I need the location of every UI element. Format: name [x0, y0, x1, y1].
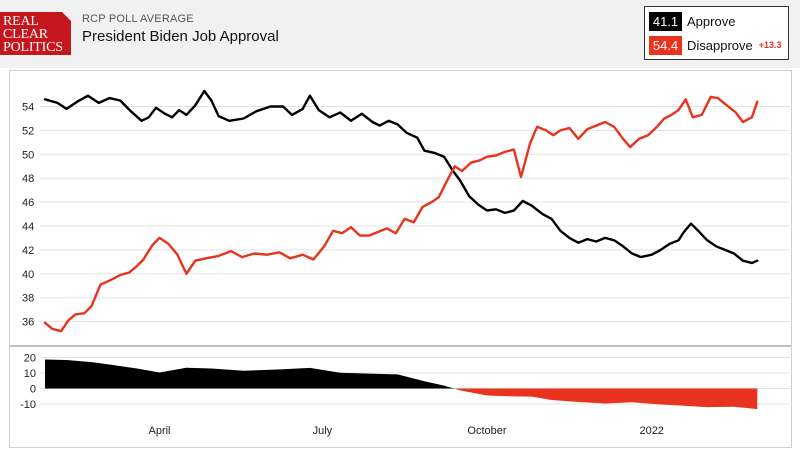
y-tick-label: 38 [22, 293, 34, 305]
x-tick-label: October [467, 425, 506, 437]
y-tick-label: 52 [22, 125, 34, 137]
y-tick-label: 46 [22, 197, 34, 209]
rcp-logo[interactable]: REAL CLEAR POLITICS [0, 12, 71, 55]
x-tick-label: 2022 [639, 425, 663, 437]
legend-approve[interactable]: 41.1 Approve [649, 11, 735, 31]
y-tick-label: 54 [22, 102, 34, 114]
x-tick-label: July [313, 425, 333, 437]
y-tick-label: 48 [22, 173, 34, 185]
page-title: President Biden Job Approval [82, 28, 279, 45]
x-tick-label: April [148, 425, 170, 437]
spread-area-approve [45, 359, 454, 389]
disapprove-value-badge: 54.4 [649, 35, 682, 55]
logo-corner-notch [62, 12, 71, 21]
y-tick-label: 36 [22, 317, 34, 329]
spread-area-disapprove [454, 388, 758, 410]
spread-y-tick-label: -10 [20, 399, 36, 411]
logo-line-3: POLITICS [3, 40, 63, 55]
spread-y-tick-label: 10 [24, 368, 36, 380]
disapprove-label: Disapprove [687, 37, 753, 53]
logo-line-2: CLEAR [3, 27, 48, 42]
header-bar: REAL CLEAR POLITICS RCP POLL AVERAGE Pre… [0, 0, 800, 68]
spread-y-tick-label: 20 [24, 353, 36, 365]
y-tick-label: 40 [22, 269, 34, 281]
spread-y-tick-label: 0 [30, 384, 36, 396]
approve-label: Approve [687, 13, 736, 29]
disapprove-line [43, 95, 759, 333]
chart-legend: 41.1 Approve 54.4 Disapprove +13.3 [644, 6, 789, 60]
spread-value: +13.3 [758, 40, 782, 50]
y-tick-label: 42 [22, 245, 34, 257]
logo-line-1: REAL [3, 14, 39, 29]
legend-disapprove[interactable]: 54.4 Disapprove +13.3 [649, 35, 782, 55]
y-tick-label: 50 [22, 149, 34, 161]
y-tick-label: 44 [22, 221, 34, 233]
poll-average-kicker: RCP POLL AVERAGE [82, 13, 194, 25]
approve-value-badge: 41.1 [649, 11, 682, 31]
approve-line [43, 89, 759, 265]
